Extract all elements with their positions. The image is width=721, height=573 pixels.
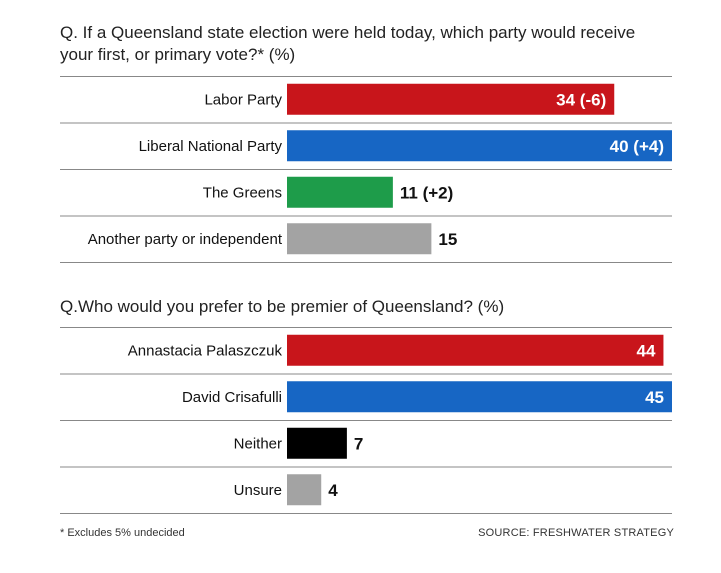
data-label: 44 xyxy=(637,341,656,360)
primary-vote-chart: Labor Party 34 (-6) Liberal National Party… xyxy=(60,76,672,263)
data-label: 7 xyxy=(354,434,363,453)
bar xyxy=(287,334,664,366)
category-label: The Greens xyxy=(203,184,282,201)
bar xyxy=(287,474,322,506)
category-label: Neither xyxy=(234,435,282,452)
data-label: 11 (+2) xyxy=(400,183,453,202)
bar xyxy=(287,427,347,459)
preferred-premier-chart: Annastacia Palaszczuk 44 David Crisafulli 4… xyxy=(60,327,672,514)
data-label: 40 (+4) xyxy=(610,137,664,156)
data-label: 4 xyxy=(328,481,338,500)
data-label: 34 (-6) xyxy=(556,90,606,109)
data-label: 45 xyxy=(645,388,664,407)
data-label: 15 xyxy=(438,230,457,249)
question-1-title: Q. If a Queensland state election were h… xyxy=(60,23,636,64)
question-2-title: Q.Who would you prefer to be premier of … xyxy=(60,297,505,316)
bar xyxy=(287,83,615,115)
bar xyxy=(287,223,432,255)
source-credit: SOURCE: FRESHWATER STRATEGY xyxy=(478,527,674,539)
footnote: * Excludes 5% undecided xyxy=(60,527,185,539)
category-label: David Crisafulli xyxy=(182,389,282,406)
category-label: Labor Party xyxy=(204,91,282,108)
category-label: Liberal National Party xyxy=(139,138,283,155)
category-label: Unsure xyxy=(234,482,282,499)
bar xyxy=(287,381,672,413)
category-label: Another party or independent xyxy=(88,231,283,248)
bar xyxy=(287,130,672,162)
category-label: Annastacia Palaszczuk xyxy=(128,342,283,359)
bar xyxy=(287,176,393,208)
